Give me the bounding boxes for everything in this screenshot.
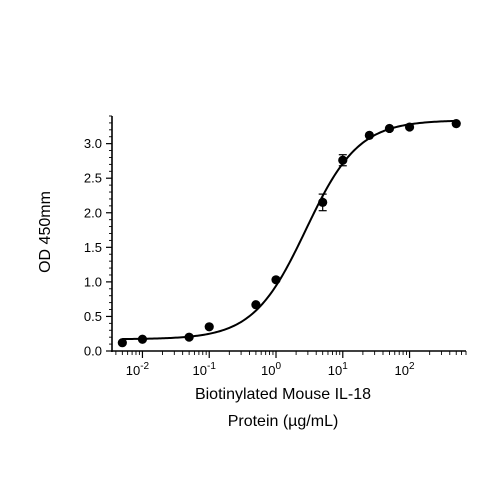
data-point bbox=[384, 123, 395, 134]
data-point bbox=[137, 334, 148, 344]
x-tick-label-exponent: 0 bbox=[275, 361, 281, 372]
x-tick-label-exponent: 1 bbox=[342, 361, 348, 372]
x-axis-title-line1: Biotinylated Mouse IL-18 bbox=[195, 386, 371, 403]
data-point bbox=[318, 197, 328, 207]
data-point bbox=[251, 300, 261, 310]
y-tick-label: 3.0 bbox=[84, 136, 102, 151]
data-points bbox=[117, 119, 461, 348]
y-tick-label: 1.5 bbox=[84, 240, 102, 255]
x-tick-label-exponent: -2 bbox=[140, 361, 149, 372]
x-tick-label: 10-1 bbox=[193, 361, 217, 378]
x-tick-label: 100 bbox=[261, 361, 281, 378]
y-tick-label: 2.5 bbox=[84, 171, 102, 186]
y-tick-label: 0.5 bbox=[84, 309, 102, 324]
data-point bbox=[364, 130, 374, 140]
x-tick-label-exponent: -1 bbox=[207, 361, 216, 372]
x-tick-label-exponent: 2 bbox=[409, 361, 415, 372]
data-point bbox=[271, 275, 281, 285]
axes bbox=[111, 116, 466, 352]
x-tick-label: 10-2 bbox=[126, 361, 150, 378]
y-tick-label: 0.0 bbox=[84, 344, 102, 359]
data-point bbox=[404, 122, 415, 132]
y-tick-label: 1.0 bbox=[84, 274, 102, 289]
data-point bbox=[117, 338, 127, 348]
x-tick-label: 101 bbox=[328, 361, 348, 378]
data-point bbox=[451, 119, 461, 129]
data-point bbox=[184, 332, 194, 342]
fit-curve-group bbox=[122, 119, 457, 341]
fit-curve bbox=[122, 119, 457, 341]
data-point bbox=[338, 155, 348, 165]
x-axis-title-line2: Protein (µg/mL) bbox=[228, 413, 339, 430]
data-point bbox=[204, 322, 214, 332]
y-axis-title: OD 450mm bbox=[37, 191, 54, 273]
x-tick-label: 102 bbox=[395, 361, 415, 378]
y-tick-label: 2.0 bbox=[84, 205, 102, 220]
